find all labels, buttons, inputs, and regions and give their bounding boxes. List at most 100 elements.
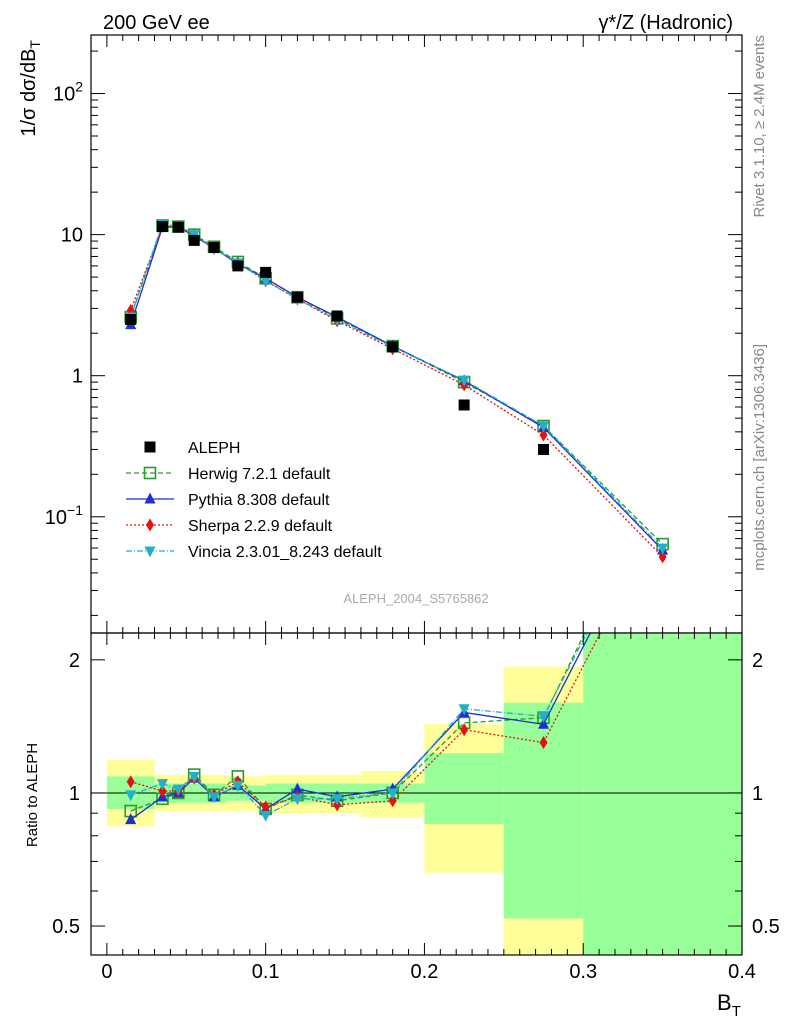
y-tick-label: 1 — [72, 366, 83, 388]
series-point-vincia — [538, 711, 550, 723]
data-point-ALEPH — [291, 291, 303, 303]
legend-marker-pythia — [144, 492, 156, 504]
ratio-y-tick-label-right: 0.5 — [752, 916, 780, 938]
series-point-vincia — [387, 788, 399, 800]
data-point-ALEPH — [172, 221, 184, 233]
data-point-ALEPH — [260, 266, 272, 278]
series-point-vincia — [458, 704, 470, 716]
ratio-band-inner — [424, 753, 504, 825]
series-point-sherpa — [539, 428, 548, 442]
legend-entry-ALEPH: ALEPH — [144, 440, 240, 457]
rivet-side-label: Rivet 3.1.10, ≥ 2.4M events — [751, 35, 768, 218]
data-point-ALEPH — [331, 310, 343, 322]
series-point-vincia — [188, 771, 200, 783]
data-point-ALEPH — [458, 399, 470, 411]
ratio-y-axis-label: Ratio to ALEPH — [24, 743, 41, 847]
series-ALEPH — [125, 221, 550, 455]
ratio-y-tick-label: 2 — [69, 650, 80, 672]
header-right-title: γ*/Z (Hadronic) — [599, 12, 733, 34]
series-point-vincia — [172, 784, 184, 796]
legend-label-sherpa: Sherpa 2.2.9 default — [188, 518, 333, 535]
legend-entry-herwig: Herwig 7.2.1 default — [126, 466, 331, 483]
x-axis-label-sub: T — [732, 1003, 741, 1020]
series-sherpa — [126, 219, 667, 564]
main-y-axis-label-main: 1/σ dσ/dB — [18, 49, 40, 137]
legend-entry-vincia: Vincia 2.3.01_8.243 default — [126, 544, 382, 561]
ratio-panel: 0 0.1 0.2 0.3 0.4 0.5 0.5 1 1 2 2 — [52, 467, 780, 983]
series-point-vincia — [208, 792, 220, 804]
legend-entry-sherpa: Sherpa 2.2.9 default — [126, 518, 333, 535]
data-point-ALEPH — [538, 443, 550, 455]
series-point-pythia — [125, 813, 137, 825]
legend: ALEPH Herwig 7.2.1 default Pythia 8.308 de… — [126, 440, 382, 561]
series-point-sherpa — [158, 784, 167, 798]
x-tick-label: 0.3 — [569, 961, 597, 983]
series-point-sherpa — [388, 794, 397, 808]
series-point-vincia — [458, 375, 470, 387]
data-point-ALEPH — [125, 314, 137, 326]
x-axis-label: BT — [717, 990, 741, 1020]
series-point-vincia — [291, 794, 303, 806]
legend-marker-ALEPH — [144, 441, 156, 453]
legend-entry-pythia: Pythia 8.308 default — [126, 492, 330, 509]
x-tick-label: 0 — [101, 961, 112, 983]
series-point-sherpa — [539, 736, 548, 750]
series-point-vincia — [260, 810, 272, 822]
legend-label-ALEPH: ALEPH — [188, 440, 240, 457]
y-tick-label-exponent: −1 — [67, 502, 83, 518]
ratio-uncertainty-bands — [106, 633, 742, 955]
series-point-herwig — [657, 467, 668, 478]
series-point-sherpa — [659, 506, 667, 519]
y-tick-label-base: 10 — [45, 507, 67, 529]
analysis-watermark: ALEPH_2004_S5765862 — [343, 591, 488, 606]
x-tick-label: 0.1 — [252, 961, 280, 983]
series-point-sherpa — [658, 550, 667, 564]
series-point-pythia — [291, 782, 303, 794]
series-point-pythia — [538, 717, 550, 729]
series-point-vincia — [156, 779, 168, 791]
y-tick-label-exponent: 2 — [75, 79, 83, 95]
legend-label-pythia: Pythia 8.308 default — [188, 492, 330, 509]
data-point-ALEPH — [208, 242, 220, 254]
y-tick-label: 102 — [53, 79, 83, 106]
main-y-axis-label: 1/σ dσ/dBT — [18, 40, 43, 137]
legend-label-vincia: Vincia 2.3.01_8.243 default — [188, 544, 382, 561]
legend-marker-herwig — [143, 466, 157, 480]
series-point-vincia — [538, 421, 550, 433]
ratio-y-tick-label: 1 — [69, 783, 80, 805]
x-tick-label: 0.4 — [728, 961, 756, 983]
mcplots-side-label: mcplots.cern.ch [arXiv:1306.3436] — [751, 344, 768, 571]
data-point-ALEPH — [232, 260, 244, 272]
series-point-vincia — [657, 483, 668, 494]
series-point-vincia — [260, 276, 272, 288]
ratio-y-tick-label-right: 2 — [752, 650, 763, 672]
data-point-ALEPH — [188, 234, 200, 246]
ratio-band-inner — [503, 702, 584, 919]
ratio-frame — [90, 632, 743, 956]
y-tick-label: 10 — [61, 225, 83, 247]
series-point-sherpa — [261, 800, 270, 814]
x-axis-label-main: B — [717, 990, 732, 1015]
legend-marker-sherpa — [146, 518, 154, 532]
series-point-sherpa — [460, 723, 469, 737]
series-point-vincia — [232, 780, 244, 792]
ratio-y-tick-label-right: 1 — [752, 783, 763, 805]
ratio-band-inner — [583, 633, 742, 955]
data-point-ALEPH — [156, 221, 168, 233]
x-tick-label: 0.2 — [411, 961, 439, 983]
series-point-vincia — [657, 543, 669, 555]
series-point-sherpa — [126, 775, 135, 789]
series-point-vincia — [125, 790, 137, 802]
y-tick-label-base: 10 — [53, 84, 75, 106]
legend-marker-vincia — [144, 546, 156, 558]
legend-label-herwig: Herwig 7.2.1 default — [188, 466, 331, 483]
main-y-axis-label-sub: T — [27, 40, 43, 49]
y-tick-label: 10−1 — [45, 502, 83, 529]
series-vincia — [125, 483, 668, 822]
ratio-y-tick-label: 0.5 — [52, 916, 80, 938]
series-point-vincia — [331, 794, 343, 806]
series-point-pythia — [657, 485, 668, 496]
header-left-title: 200 GeV ee — [103, 12, 210, 34]
